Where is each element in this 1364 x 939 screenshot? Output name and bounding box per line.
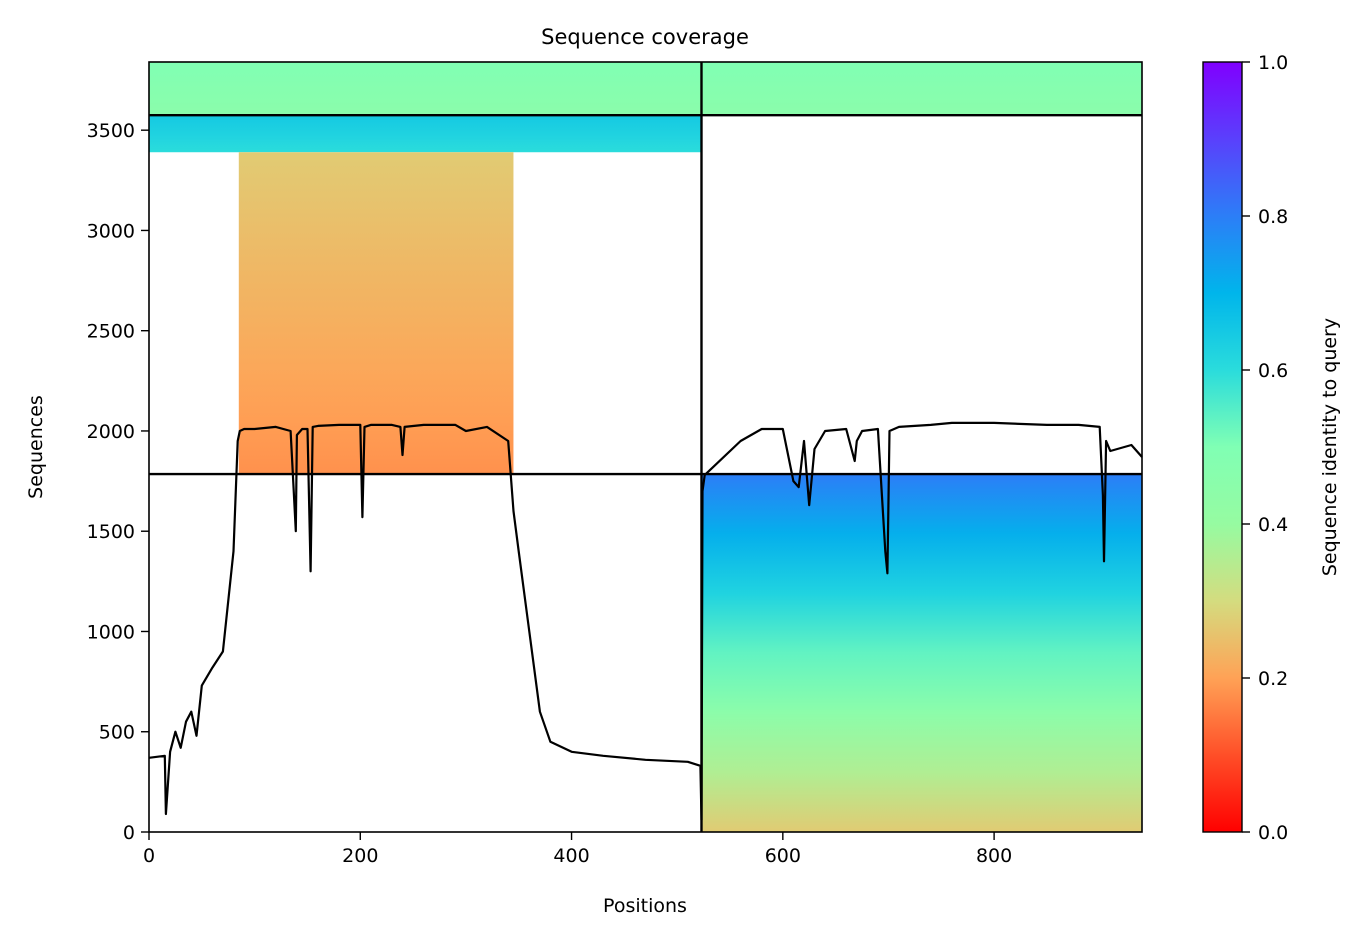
y-tick-label: 500	[99, 722, 135, 744]
colorbar-label: Sequence identity to query	[1319, 318, 1341, 576]
x-tick-label: 600	[765, 845, 801, 867]
y-tick-label: 3000	[87, 220, 135, 242]
y-tick-label: 2000	[87, 421, 135, 443]
colorbar-tick-label: 0.0	[1258, 822, 1288, 844]
x-tick-label: 200	[342, 845, 378, 867]
heatmap-block-paired-top	[701, 62, 1142, 116]
y-tick-label: 2500	[87, 321, 135, 343]
coverage-line	[148, 421, 1143, 822]
colorbar-tick-label: 0.6	[1258, 360, 1288, 382]
colorbar: 0.0 0.2 0.4 0.6 0.8 1.0 Sequence identity to …	[1202, 52, 1341, 844]
colorbar-tick-label: 0.8	[1258, 206, 1288, 228]
x-tick-label: 400	[553, 845, 589, 867]
colorbar-ticks: 0.0 0.2 0.4 0.6 0.8 1.0	[1242, 52, 1288, 844]
chart-title: Sequence coverage	[541, 25, 749, 49]
x-tick-label: 800	[976, 845, 1012, 867]
heatmap-block-chain-A-cyan	[149, 115, 702, 153]
colorbar-tick-label: 1.0	[1258, 52, 1288, 74]
plot-frame	[148, 61, 1143, 833]
colorbar-gradient	[1202, 61, 1243, 833]
y-tick-label: 1500	[87, 521, 135, 543]
heatmap-block-chain-A-unpaired	[238, 152, 514, 475]
y-tick-label: 3500	[87, 120, 135, 142]
x-tick-label: 0	[143, 845, 155, 867]
x-axis: 0 200 400 600 800	[143, 832, 1012, 867]
colorbar-tick-label: 0.4	[1258, 514, 1288, 536]
heatmap-block-paired-top	[149, 62, 702, 116]
y-tick-label: 1000	[87, 621, 135, 643]
coverage-heatmap	[149, 62, 1142, 832]
y-tick-label: 0	[123, 822, 135, 844]
y-axis: 0 500 1000 1500 2000 2500 3000 3500	[87, 120, 149, 844]
colorbar-tick-label: 0.2	[1258, 668, 1288, 690]
heatmap-block-chain-B-unpaired	[701, 474, 1142, 832]
x-axis-label: Positions	[603, 895, 687, 917]
y-axis-label: Sequences	[25, 395, 47, 499]
